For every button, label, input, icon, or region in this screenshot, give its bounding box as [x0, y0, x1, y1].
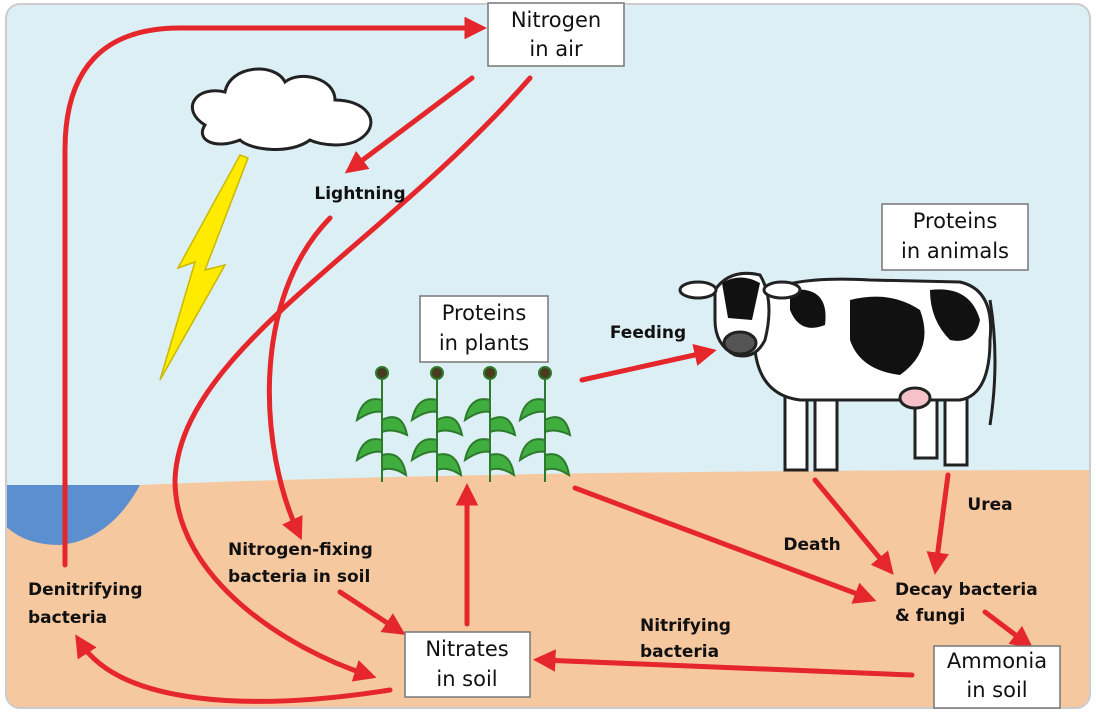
box-nitrates-soil: Nitrates in soil: [405, 632, 530, 697]
label: Lightning: [314, 184, 405, 204]
label: & fungi: [895, 606, 965, 626]
box-text: Ammonia: [947, 649, 1047, 673]
label: Urea: [967, 495, 1012, 515]
box-ammonia-soil: Ammonia in soil: [934, 646, 1060, 708]
label: Death: [783, 535, 840, 555]
box-text: Proteins: [442, 301, 527, 325]
label: Nitrifying: [640, 616, 731, 636]
box-nitrogen-air: Nitrogen in air: [488, 3, 624, 66]
nitrogen-cycle-diagram: Nitrogen in air Proteins in animals Prot…: [0, 0, 1096, 713]
label: Feeding: [610, 323, 686, 343]
label: bacteria in soil: [228, 567, 370, 587]
box-text: Proteins: [913, 209, 998, 233]
box-text: in air: [529, 37, 583, 61]
box-text: in soil: [436, 667, 497, 691]
box-text: Nitrogen: [511, 8, 601, 32]
box-proteins-animals: Proteins in animals: [882, 204, 1028, 270]
label: bacteria: [640, 642, 719, 662]
box-text: Nitrates: [425, 637, 508, 661]
box-text: in animals: [901, 239, 1009, 263]
box-text: in plants: [439, 331, 529, 355]
label: Nitrogen-fixing: [228, 540, 373, 560]
label: bacteria: [28, 608, 107, 628]
box-text: in soil: [966, 678, 1027, 702]
box-proteins-plants: Proteins in plants: [420, 296, 548, 362]
label: Denitrifying: [28, 580, 142, 600]
label: Decay bacteria: [895, 580, 1038, 600]
